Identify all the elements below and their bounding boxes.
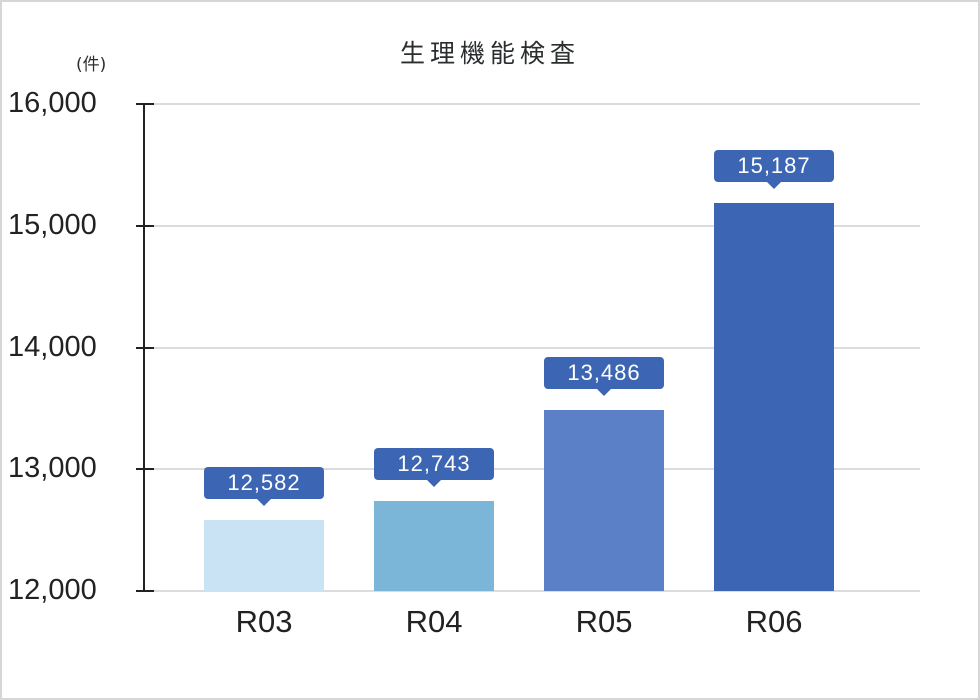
gridline: [144, 103, 920, 105]
y-axis-unit: (件): [76, 55, 107, 75]
y-tick-mark: [136, 103, 154, 105]
gridline: [144, 224, 920, 227]
data-label: 12,743: [374, 447, 494, 487]
bar-r03: [204, 520, 324, 591]
data-label: 15,187: [714, 149, 834, 189]
y-tick-mark: [136, 590, 154, 592]
chart-title: 生理機能検査: [399, 39, 580, 68]
y-tick-label: 13,000: [8, 452, 97, 485]
bar-r05: [544, 410, 664, 591]
x-tick-label: R05: [575, 604, 633, 639]
y-tick-label: 12,000: [8, 574, 97, 606]
y-tick-mark: [136, 468, 154, 471]
x-tick-label: R06: [745, 604, 803, 639]
x-tick-label: R04: [405, 604, 463, 639]
data-label: 13,486: [544, 357, 664, 397]
gridline: [144, 590, 920, 592]
y-tick-label: 14,000: [8, 330, 97, 363]
data-label: 12,582: [204, 467, 324, 507]
gridline: [144, 346, 920, 349]
gridline: [144, 468, 920, 471]
y-axis-line: [143, 104, 145, 592]
y-tick-label: 15,000: [8, 208, 97, 241]
bar-r04: [374, 500, 494, 591]
y-tick-mark: [136, 224, 154, 227]
x-tick-label: R03: [235, 604, 293, 639]
y-tick-label: 16,000: [8, 87, 97, 119]
bar-r06: [714, 202, 834, 591]
y-tick-mark: [136, 346, 154, 349]
